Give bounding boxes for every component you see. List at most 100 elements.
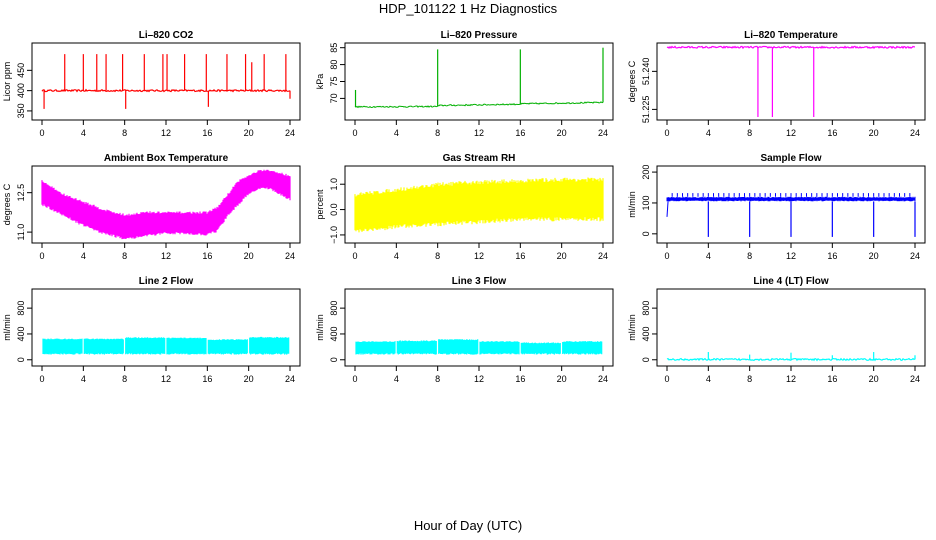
plot-frame — [344, 42, 614, 121]
y-tick-label: 1.0 — [329, 178, 339, 191]
series — [666, 45, 916, 117]
x-tick-label: 12 — [474, 251, 484, 261]
y-axis-label: Licor ppm — [2, 62, 12, 102]
series — [354, 177, 604, 233]
x-tick-label: 0 — [664, 251, 669, 261]
y-axis-label: ml/min — [315, 314, 325, 341]
x-tick-label: 12 — [161, 374, 171, 384]
y-axis-label: degrees C — [2, 183, 12, 225]
x-tick-label: 4 — [706, 251, 711, 261]
series — [41, 169, 291, 240]
y-tick-label: 80 — [329, 60, 339, 70]
x-tick-label: 0 — [39, 251, 44, 261]
panel-title: Sample Flow — [760, 153, 821, 164]
x-tick-label: 24 — [285, 128, 295, 138]
x-tick-label: 20 — [557, 128, 567, 138]
panel-title: Li–820 Temperature — [744, 30, 838, 41]
x-tick-label: 4 — [81, 374, 86, 384]
x-tick-label: 16 — [827, 251, 837, 261]
x-tick-label: 24 — [910, 251, 920, 261]
x-tick-label: 8 — [435, 251, 440, 261]
data-segment — [249, 336, 290, 355]
panel-5: Gas Stream RH percent 0 4 8 12 16 20 24 −1.0 0.0 1.… — [315, 153, 614, 261]
y-tick-label: 100 — [641, 195, 651, 210]
x-tick-label: 16 — [515, 128, 525, 138]
y-tick-label: 200 — [641, 165, 651, 180]
data-segment — [355, 341, 396, 355]
x-axis-title: Hour of Day (UTC) — [413, 518, 523, 533]
x-tick-label: 4 — [394, 374, 399, 384]
panel-1: Li–820 CO2 Licor ppm 0 4 8 12 16 20 24 350 400 450 — [2, 30, 301, 138]
data-segment — [207, 339, 248, 355]
y-tick-label: 11.0 — [16, 224, 26, 241]
y-axis-label: kPa — [315, 74, 325, 90]
y-tick-label: 0 — [641, 357, 651, 362]
figure-title: HDP_101122 1 Hz Diagnostics — [378, 1, 558, 16]
data-segment — [438, 339, 479, 355]
data-segment — [479, 341, 520, 355]
panel-2: Li–820 Pressure kPa 0 4 8 12 16 20 24 70 75 80 85 — [315, 30, 614, 138]
y-tick-label: 800 — [16, 301, 26, 316]
x-tick-label: 16 — [515, 374, 525, 384]
x-tick-label: 12 — [161, 251, 171, 261]
data-line — [666, 45, 916, 50]
x-tick-label: 24 — [598, 128, 608, 138]
x-tick-label: 24 — [598, 374, 608, 384]
panel-9: Line 4 (LT) Flow ml/min 0 4 8 12 16 20 24 0 400 800 — [627, 276, 926, 384]
x-tick-label: 16 — [202, 128, 212, 138]
y-axis-label: percent — [315, 189, 325, 220]
x-tick-label: 20 — [869, 374, 879, 384]
x-tick-label: 4 — [706, 128, 711, 138]
data-segment — [125, 337, 166, 355]
data-startup — [666, 201, 669, 217]
x-tick-label: 20 — [869, 251, 879, 261]
x-tick-label: 20 — [244, 251, 254, 261]
x-tick-label: 0 — [664, 128, 669, 138]
x-tick-label: 12 — [786, 128, 796, 138]
panel-title: Line 4 (LT) Flow — [753, 276, 829, 287]
x-tick-label: 20 — [557, 251, 567, 261]
x-tick-label: 20 — [244, 128, 254, 138]
data-band — [41, 169, 291, 240]
y-tick-label: 800 — [641, 301, 651, 316]
data-line — [354, 101, 604, 109]
x-tick-label: 16 — [202, 251, 212, 261]
data-segment — [562, 341, 603, 355]
data-segment — [396, 340, 437, 355]
series — [666, 352, 916, 362]
x-tick-label: 24 — [910, 374, 920, 384]
x-tick-label: 12 — [161, 128, 171, 138]
x-tick-label: 8 — [122, 374, 127, 384]
panel-8: Line 3 Flow ml/min 0 4 8 12 16 20 24 0 400 800 — [315, 276, 614, 384]
y-tick-label: 51.240 — [641, 58, 651, 86]
x-tick-label: 8 — [122, 128, 127, 138]
data-segment — [83, 338, 124, 355]
y-tick-label: 0 — [16, 357, 26, 362]
x-tick-label: 8 — [435, 128, 440, 138]
x-tick-label: 0 — [352, 128, 357, 138]
series — [42, 336, 290, 355]
x-tick-label: 20 — [869, 128, 879, 138]
panel-title: Line 3 Flow — [452, 276, 507, 287]
y-axis-label: ml/min — [627, 191, 637, 218]
y-tick-label: 51.225 — [641, 96, 651, 124]
series — [355, 339, 603, 355]
panel-title: Li–820 CO2 — [139, 30, 194, 41]
plot-frame — [344, 288, 614, 367]
data-segment — [166, 337, 207, 355]
x-tick-label: 0 — [664, 374, 669, 384]
y-tick-label: 800 — [329, 301, 339, 316]
y-tick-label: 70 — [329, 93, 339, 103]
y-tick-label: 350 — [16, 103, 26, 118]
x-tick-label: 8 — [435, 374, 440, 384]
y-tick-label: 400 — [329, 326, 339, 341]
y-axis-label: degrees C — [627, 60, 637, 102]
data-segment — [42, 338, 83, 355]
x-tick-label: 12 — [786, 374, 796, 384]
data-line — [41, 88, 291, 93]
y-tick-label: 400 — [641, 326, 651, 341]
y-tick-label: 400 — [16, 83, 26, 98]
panel-title: Li–820 Pressure — [441, 30, 518, 41]
panel-title: Gas Stream RH — [443, 153, 516, 164]
y-tick-label: 0 — [329, 357, 339, 362]
